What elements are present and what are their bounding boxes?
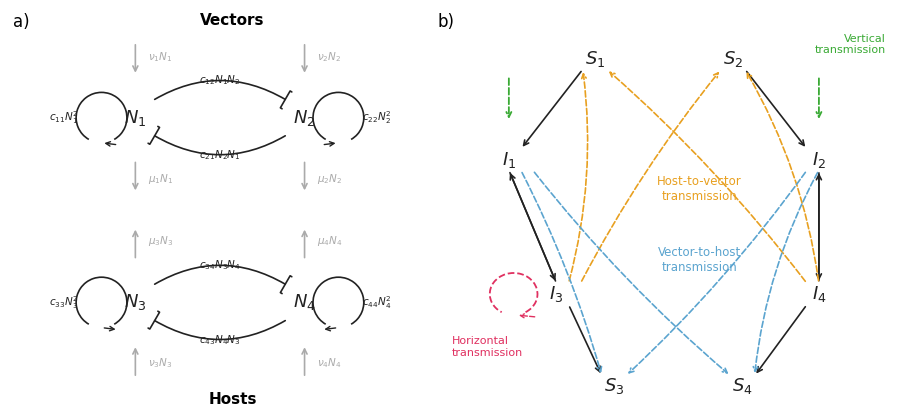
Text: $\mathbf{\mathit{S_3}}$: $\mathbf{\mathit{S_3}}$: [604, 376, 624, 396]
Text: $\nu_3 N_3$: $\nu_3 N_3$: [148, 357, 173, 370]
Text: $\mathbf{\mathit{N_1}}$: $\mathbf{\mathit{N_1}}$: [124, 108, 147, 128]
Text: Vector-to-host
transmission: Vector-to-host transmission: [658, 247, 742, 274]
Text: a): a): [13, 13, 30, 31]
Text: $\mu_2 N_2$: $\mu_2 N_2$: [317, 171, 343, 186]
Text: $\mathbf{\mathit{I_4}}$: $\mathbf{\mathit{I_4}}$: [812, 284, 826, 304]
Text: Hosts: Hosts: [209, 392, 256, 407]
Text: $c_{34} N_3 N_4$: $c_{34} N_3 N_4$: [199, 258, 241, 271]
Text: $\nu_2 N_2$: $\nu_2 N_2$: [317, 50, 342, 63]
Text: $\mathbf{\mathit{I_2}}$: $\mathbf{\mathit{I_2}}$: [812, 150, 826, 170]
Text: $\mathbf{\mathit{N_4}}$: $\mathbf{\mathit{N_4}}$: [293, 292, 316, 312]
Text: $c_{12} N_1 N_2$: $c_{12} N_1 N_2$: [199, 73, 240, 87]
Text: $c_{44} N_4^2$: $c_{44} N_4^2$: [362, 294, 392, 311]
Text: $c_{33} N_3^2$: $c_{33} N_3^2$: [49, 294, 78, 311]
Text: b): b): [437, 13, 454, 31]
Text: $\mu_4 N_4$: $\mu_4 N_4$: [317, 234, 343, 249]
Text: $\mathbf{\mathit{S_1}}$: $\mathbf{\mathit{S_1}}$: [585, 49, 605, 69]
Text: $\mathbf{\mathit{I_1}}$: $\mathbf{\mathit{I_1}}$: [502, 150, 516, 170]
Text: Host-to-vector
transmission: Host-to-vector transmission: [657, 175, 742, 203]
Text: $c_{11} N_1^2$: $c_{11} N_1^2$: [49, 109, 78, 126]
Text: $\mathbf{\mathit{I_3}}$: $\mathbf{\mathit{I_3}}$: [549, 284, 563, 304]
Text: $\mathbf{\mathit{S_4}}$: $\mathbf{\mathit{S_4}}$: [733, 376, 753, 396]
Text: $\mathbf{\mathit{N_2}}$: $\mathbf{\mathit{N_2}}$: [293, 108, 316, 128]
Text: Vertical
transmission: Vertical transmission: [814, 34, 886, 55]
Text: $c_{22} N_2^2$: $c_{22} N_2^2$: [362, 109, 392, 126]
Text: $\mathbf{\mathit{S_2}}$: $\mathbf{\mathit{S_2}}$: [723, 49, 743, 69]
Text: Horizontal
transmission: Horizontal transmission: [452, 336, 523, 357]
Text: $\nu_4 N_4$: $\nu_4 N_4$: [317, 357, 342, 370]
Text: $\mu_3 N_3$: $\mu_3 N_3$: [148, 234, 174, 249]
Text: $\mathbf{\mathit{N_3}}$: $\mathbf{\mathit{N_3}}$: [124, 292, 147, 312]
Text: $\nu_1 N_1$: $\nu_1 N_1$: [148, 50, 173, 63]
Text: Vectors: Vectors: [201, 13, 265, 28]
Text: $c_{21} N_2 N_1$: $c_{21} N_2 N_1$: [199, 149, 241, 162]
Text: $\mu_1 N_1$: $\mu_1 N_1$: [148, 171, 174, 186]
Text: $c_{43} N_4 N_3$: $c_{43} N_4 N_3$: [199, 333, 241, 347]
